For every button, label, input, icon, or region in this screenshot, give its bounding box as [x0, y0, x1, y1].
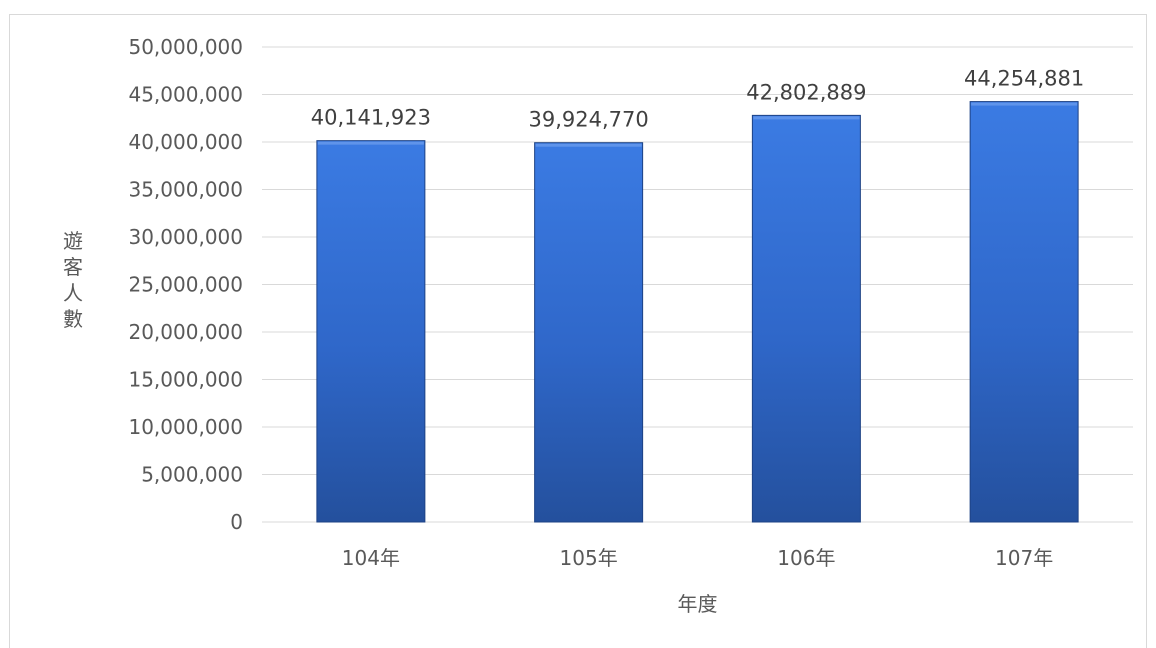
bars [316, 101, 1079, 523]
bar [316, 140, 426, 523]
axis-titles: 年度 遊客人數 [63, 229, 718, 616]
x-tick-label: 107年 [995, 546, 1053, 570]
y-tick-label: 40,000,000 [128, 130, 243, 154]
y-tick-label: 50,000,000 [128, 35, 243, 59]
x-axis-tick-labels: 104年 105年 106年 107年 [342, 546, 1053, 570]
y-tick-label: 15,000,000 [128, 368, 243, 392]
y-tick-label: 35,000,000 [128, 178, 243, 202]
x-tick-label: 104年 [342, 546, 400, 570]
bar-highlight [535, 143, 642, 147]
y-tick-label: 10,000,000 [128, 415, 243, 439]
data-label: 42,802,889 [746, 80, 866, 104]
data-labels: 40,141,923 39,924,770 42,802,889 44,254,881 [311, 67, 1085, 132]
bar-highlight [317, 141, 424, 145]
x-tick-label: 106年 [777, 546, 835, 570]
y-tick-label: 25,000,000 [128, 273, 243, 297]
y-tick-label: 20,000,000 [128, 320, 243, 344]
bar-highlight [971, 102, 1078, 106]
bar-highlight [753, 116, 860, 120]
x-tick-label: 105年 [560, 546, 618, 570]
x-axis-title: 年度 [678, 592, 718, 616]
y-tick-label: 30,000,000 [128, 225, 243, 249]
y-tick-label: 45,000,000 [128, 83, 243, 107]
y-axis-title: 遊客人數 [63, 229, 83, 331]
bar [534, 142, 644, 523]
bar [969, 101, 1079, 523]
y-axis-tick-labels: 0 5,000,000 10,000,000 15,000,000 20,000,000… [128, 35, 243, 534]
y-tick-label: 0 [230, 510, 243, 534]
data-label: 40,141,923 [311, 106, 431, 130]
data-label: 39,924,770 [529, 108, 649, 132]
data-label: 44,254,881 [964, 67, 1084, 91]
y-tick-label: 5,000,000 [141, 463, 243, 487]
bar [751, 114, 861, 523]
